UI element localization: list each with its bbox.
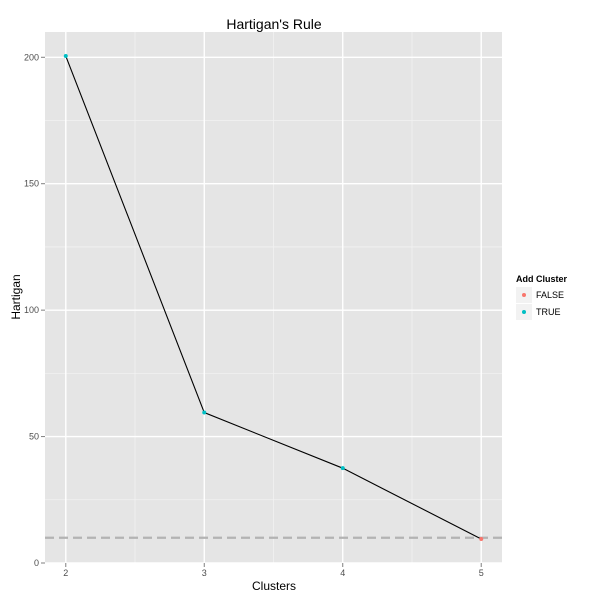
x-tick-label: 3 (202, 568, 207, 578)
y-axis-title: Hartigan (9, 274, 23, 319)
y-tick-label: 100 (24, 305, 39, 315)
y-tick-label: 0 (34, 558, 39, 568)
y-axis-ticks: 0 50 100 150 200 (24, 52, 45, 568)
minor-gridlines (45, 32, 502, 563)
data-point (63, 54, 68, 59)
hartigan-series-line (65, 55, 482, 540)
x-tick-label: 4 (340, 568, 345, 578)
data-points (63, 54, 484, 541)
chart-title: Hartigan's Rule (226, 16, 321, 32)
x-axis-ticks: 2 3 4 5 (63, 563, 484, 578)
legend-label: FALSE (536, 290, 564, 300)
y-tick-label: 50 (29, 432, 39, 442)
legend-key-point (522, 310, 526, 314)
y-tick-label: 150 (24, 179, 39, 189)
x-tick-label: 5 (479, 568, 484, 578)
data-point (202, 410, 207, 415)
legend-key-point (522, 293, 526, 297)
legend-title: Add Cluster (516, 274, 568, 284)
major-gridlines (45, 32, 502, 564)
y-tick-label: 200 (24, 52, 39, 62)
legend-label: TRUE (536, 307, 561, 317)
legend: Add Cluster FALSE TRUE (516, 274, 568, 320)
data-point (479, 536, 484, 541)
x-tick-label: 2 (63, 568, 68, 578)
x-axis-title: Clusters (252, 579, 296, 593)
data-point (340, 466, 345, 471)
